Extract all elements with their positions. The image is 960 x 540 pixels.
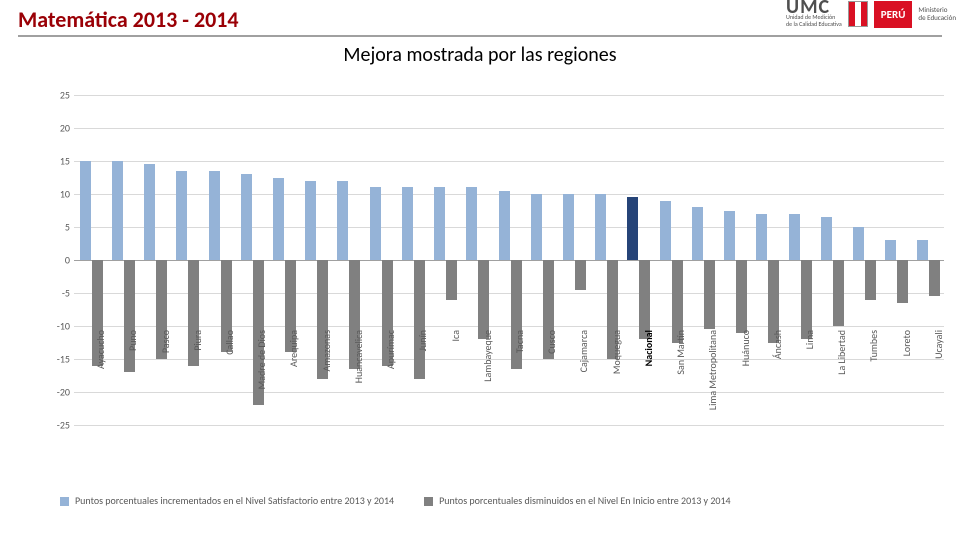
y-axis-label: -20 [44, 386, 70, 399]
bar-sat [241, 174, 252, 260]
bar-sat [660, 201, 671, 260]
title-rule [18, 35, 942, 37]
legend-swatch-ini [424, 497, 433, 506]
bars-container: AyacuchoPunoPascoPiuraCallaoMadre de Dio… [74, 95, 944, 425]
x-axis-label: Moquegua [610, 330, 623, 430]
legend-swatch-sat [60, 497, 69, 506]
y-axis-label: -10 [44, 320, 70, 333]
x-axis-label: Madre de Dios [255, 330, 268, 430]
x-axis-label: Amazonas [320, 330, 333, 430]
x-axis-label: Callao [223, 330, 236, 430]
y-axis-label: 20 [44, 122, 70, 135]
x-axis-label: Tumbes [867, 330, 880, 430]
x-axis-label: Loreto [900, 330, 913, 430]
ministry-line2: de Educación [918, 14, 956, 22]
bar-ini [575, 260, 586, 290]
y-axis-label: -15 [44, 353, 70, 366]
bar-ini [478, 260, 489, 339]
x-axis-label: Huancavelica [352, 330, 365, 430]
bar-sat [627, 197, 638, 260]
bar-ini [446, 260, 457, 300]
bar-sat [821, 217, 832, 260]
x-axis-label: Junín [416, 330, 429, 430]
x-axis-label: Lima Metropolitana [706, 330, 719, 430]
legend-item-sat: Puntos porcentuales incrementados en el … [60, 494, 394, 507]
x-axis-label: Pasco [159, 330, 172, 430]
bar-sat [370, 187, 381, 260]
bar-sat [885, 240, 896, 260]
bar-sat [402, 187, 413, 260]
bar-sat [692, 207, 703, 260]
bar-sat [112, 161, 123, 260]
x-axis-label: Ucayali [932, 330, 945, 430]
bar-ini [704, 260, 715, 329]
bar-ini [833, 260, 844, 326]
umc-acronym: UMC [786, 0, 842, 14]
bar-sat [724, 211, 735, 261]
bar-sat [209, 171, 220, 260]
x-axis-label: Apurímac [384, 330, 397, 430]
y-axis-label: 10 [44, 188, 70, 201]
y-axis-label: -5 [44, 287, 70, 300]
bar-sat [917, 240, 928, 260]
logo-block: UMC Unidad de Medición de la Calidad Edu… [786, 0, 956, 28]
bar-sat [273, 178, 284, 261]
ministry-logo: Ministerio de Educación [918, 6, 956, 22]
x-axis-label: Nacional [642, 330, 655, 430]
bar-ini [639, 260, 650, 339]
bar-ini [865, 260, 876, 300]
bar-sat [531, 194, 542, 260]
umc-sub2: de la Calidad Educativa [786, 21, 842, 28]
legend: Puntos porcentuales incrementados en el … [60, 494, 930, 507]
x-axis-label: La Libertad [835, 330, 848, 430]
bar-sat [434, 187, 445, 260]
bar-sat [789, 214, 800, 260]
bar-ini [897, 260, 908, 303]
x-axis-label: San Martín [674, 330, 687, 430]
x-axis-label: Cajamarca [577, 330, 590, 430]
x-axis-label: Tacna [513, 330, 526, 430]
y-axis-label: 25 [44, 89, 70, 102]
x-axis-label: Ayacucho [94, 330, 107, 430]
x-axis-label: Ica [449, 330, 462, 430]
legend-label-sat: Puntos porcentuales incrementados en el … [75, 494, 394, 507]
x-axis-label: Cusco [545, 330, 558, 430]
x-axis-label: Lima [803, 330, 816, 430]
bar-ini [736, 260, 747, 333]
y-axis-label: 0 [44, 254, 70, 267]
bar-sat [853, 227, 864, 260]
y-axis-label: -25 [44, 419, 70, 432]
bar-ini [929, 260, 940, 296]
bar-sat [466, 187, 477, 260]
slide: Matemática 2013 - 2014 UMC Unidad de Med… [0, 0, 960, 540]
peru-badge: PERÚ [874, 1, 913, 28]
y-axis-label: 5 [44, 221, 70, 234]
chart-area: -25-20-15-10-50510152025 AyacuchoPunoPas… [74, 95, 944, 425]
bar-ini [801, 260, 812, 339]
umc-logo: UMC Unidad de Medición de la Calidad Edu… [786, 0, 842, 28]
bar-sat [144, 164, 155, 260]
legend-label-ini: Puntos porcentuales disminuidos en el Ni… [439, 494, 731, 507]
peru-crest-icon [848, 1, 868, 27]
chart-title: Mejora mostrada por las regiones [0, 43, 960, 67]
bar-sat [80, 161, 91, 260]
bar-sat [595, 194, 606, 260]
x-axis-label: Lambayeque [481, 330, 494, 430]
bar-sat [756, 214, 767, 260]
x-axis-label: Piura [191, 330, 204, 430]
y-axis-label: 15 [44, 155, 70, 168]
legend-item-ini: Puntos porcentuales disminuidos en el Ni… [424, 494, 731, 507]
bar-sat [499, 191, 510, 260]
bar-sat [176, 171, 187, 260]
bar-sat [563, 194, 574, 260]
x-axis-label: Huánuco [739, 330, 752, 430]
bar-sat [305, 181, 316, 260]
bar-sat [337, 181, 348, 260]
page-title: Matemática 2013 - 2014 [18, 6, 239, 33]
x-axis-label: Arequipa [287, 330, 300, 430]
x-axis-label: Puno [126, 330, 139, 430]
x-axis-label: Áncash [771, 330, 784, 430]
